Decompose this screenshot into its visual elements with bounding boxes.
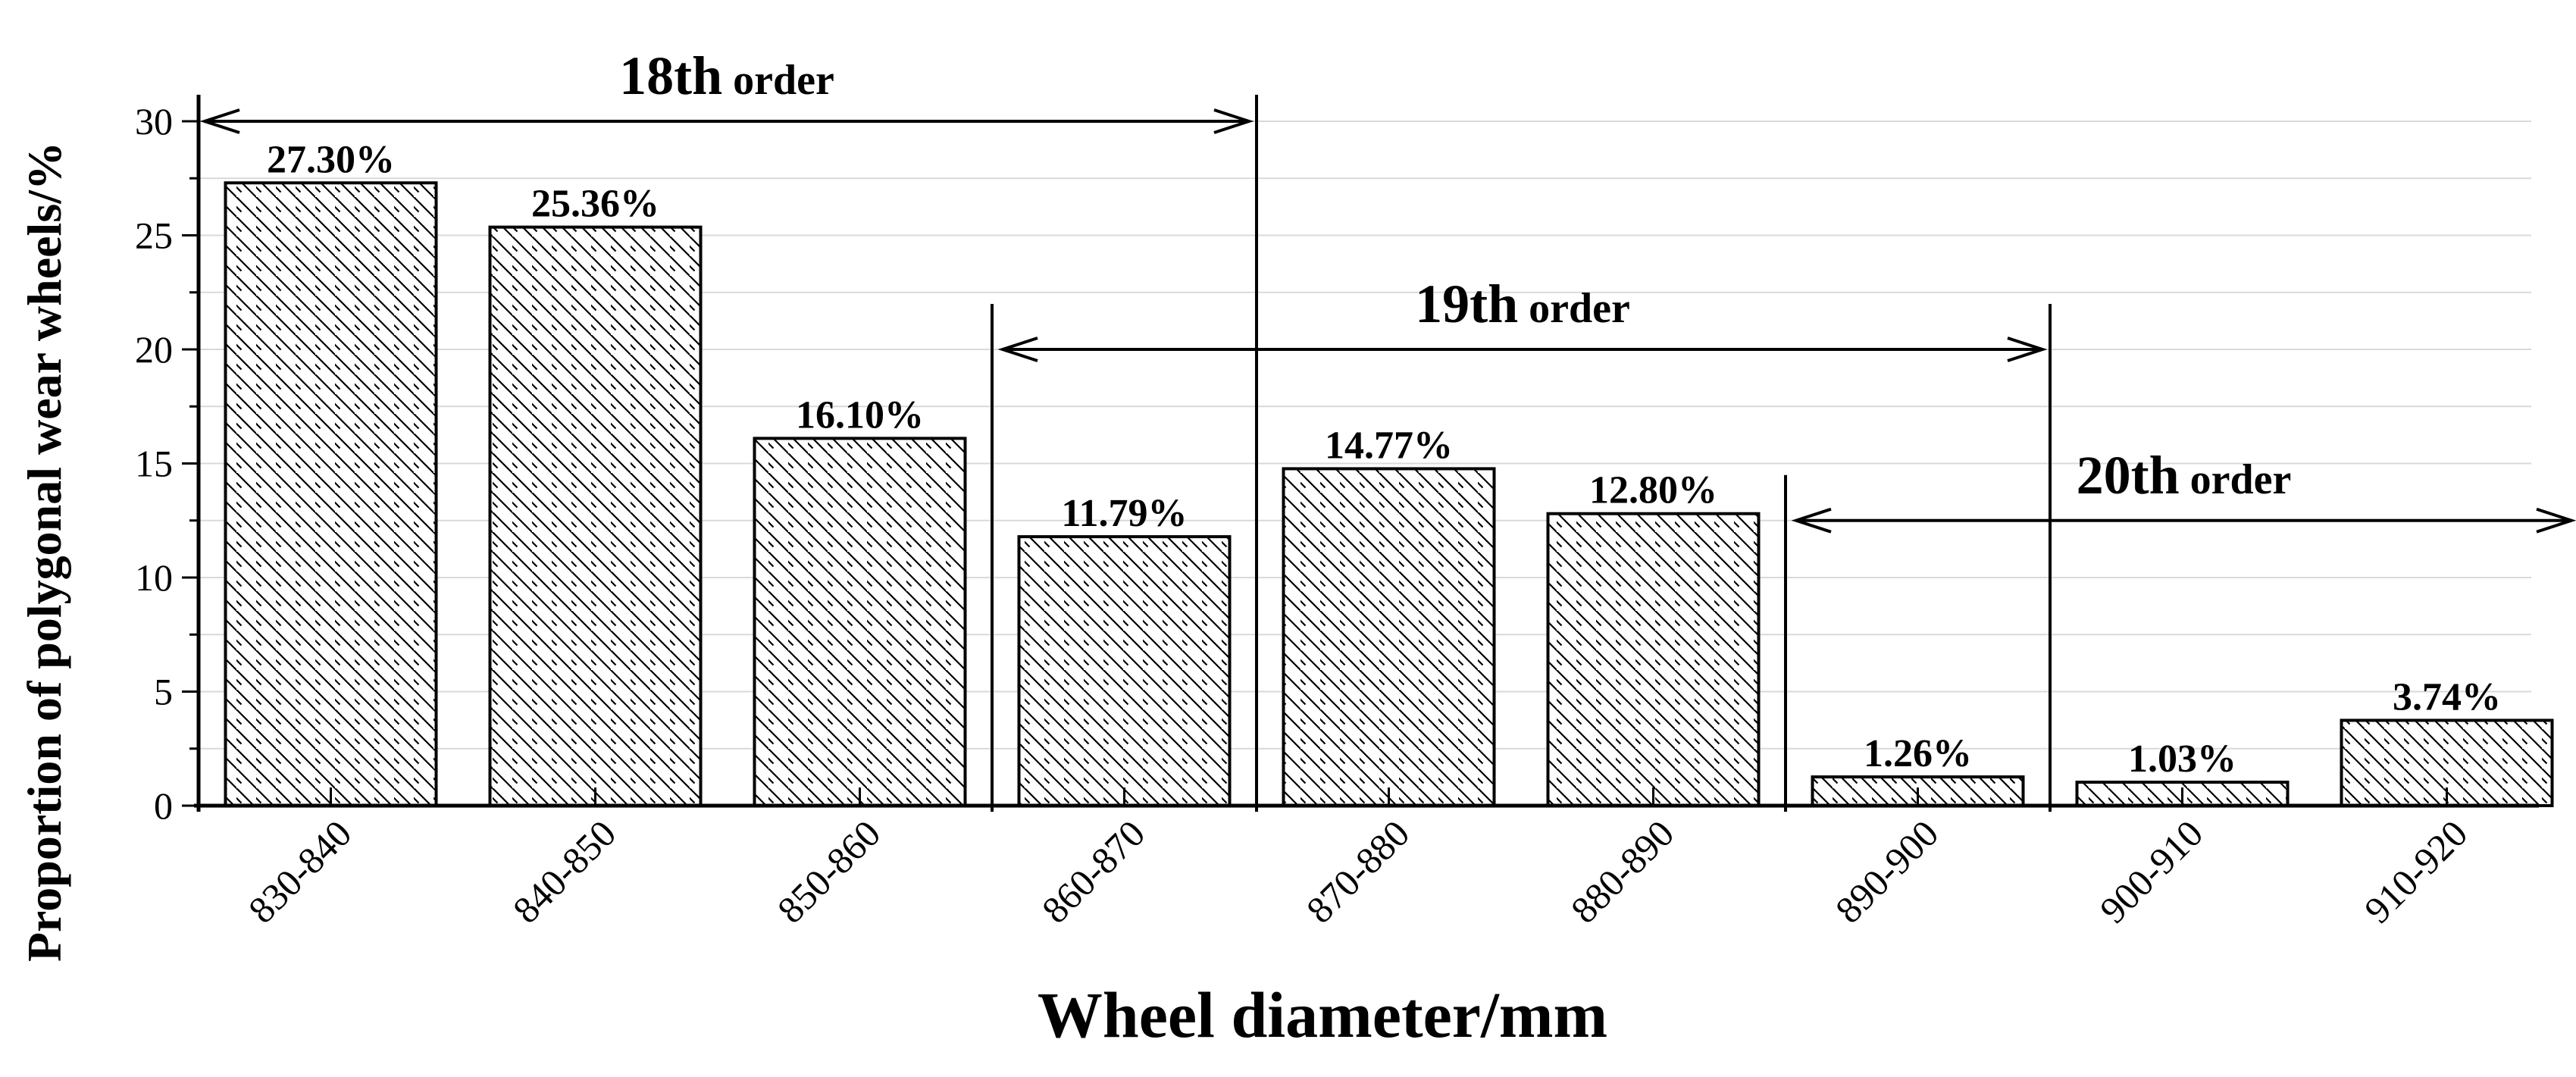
order-label: 18th order — [619, 45, 834, 106]
y-tick-label: 10 — [135, 556, 173, 599]
value-label: 27.30% — [267, 138, 395, 181]
y-tick-label: 30 — [135, 100, 173, 142]
order-number: 19th — [1415, 274, 1518, 334]
y-axis-title: Proportion of polygonal wear wheels/% — [17, 142, 71, 962]
bar-880-890 — [1546, 512, 1761, 807]
order-word: order — [2180, 456, 2292, 503]
order-label: 19th order — [1415, 274, 1630, 334]
bar-860-870 — [1017, 535, 1232, 807]
value-label: 11.79% — [1061, 492, 1187, 535]
arrow-head — [2007, 337, 2048, 362]
x-tick-label: 880-890 — [1563, 812, 1682, 931]
value-label: 14.77% — [1325, 424, 1453, 467]
y-tick-label: 15 — [135, 443, 173, 485]
bars — [224, 181, 2554, 808]
x-tick-label: 850-860 — [769, 812, 888, 931]
arrow-head — [997, 337, 1038, 362]
y-tick-label: 5 — [154, 671, 173, 713]
order-annotation: 20th order — [1784, 445, 2576, 812]
value-label: 12.80% — [1589, 469, 1717, 512]
x-tick-label: 890-900 — [1827, 812, 1946, 931]
bar-840-850 — [488, 225, 703, 807]
order-number: 18th — [619, 45, 722, 106]
value-label: 1.26% — [1864, 732, 1972, 775]
bar-870-880 — [1282, 467, 1496, 807]
x-tick-label: 870-880 — [1298, 812, 1417, 931]
bar-850-860 — [753, 437, 967, 807]
axes — [182, 95, 2539, 812]
order-annotation: 19th order — [991, 274, 2052, 812]
x-tick-label: 830-840 — [240, 812, 359, 931]
order-number: 20th — [2077, 445, 2180, 506]
arrow-head — [199, 108, 240, 134]
order-annotation: 18th order — [199, 45, 1258, 812]
value-label: 3.74% — [2393, 675, 2501, 719]
x-axis-title: Wheel diameter/mm — [1038, 978, 1607, 1051]
x-tick-label: 840-850 — [505, 812, 624, 931]
order-label: 20th order — [2077, 445, 2292, 506]
x-tick-label: 900-910 — [2092, 812, 2211, 931]
arrow-head — [2536, 507, 2576, 534]
value-label: 16.10% — [796, 393, 924, 437]
order-word: order — [722, 57, 834, 104]
bar-830-840 — [224, 181, 438, 807]
value-label: 1.03% — [2128, 737, 2236, 781]
value-label: 25.36% — [531, 183, 659, 226]
x-tick-label: 860-870 — [1034, 812, 1153, 931]
order-word: order — [1518, 285, 1630, 332]
y-tick-label: 0 — [154, 784, 173, 827]
y-tick-label: 20 — [135, 328, 173, 371]
arrow-head — [1791, 507, 1832, 534]
y-tick-label: 25 — [135, 214, 173, 257]
arrow-head — [1213, 108, 1254, 134]
x-tick-label: 910-920 — [2356, 812, 2475, 931]
